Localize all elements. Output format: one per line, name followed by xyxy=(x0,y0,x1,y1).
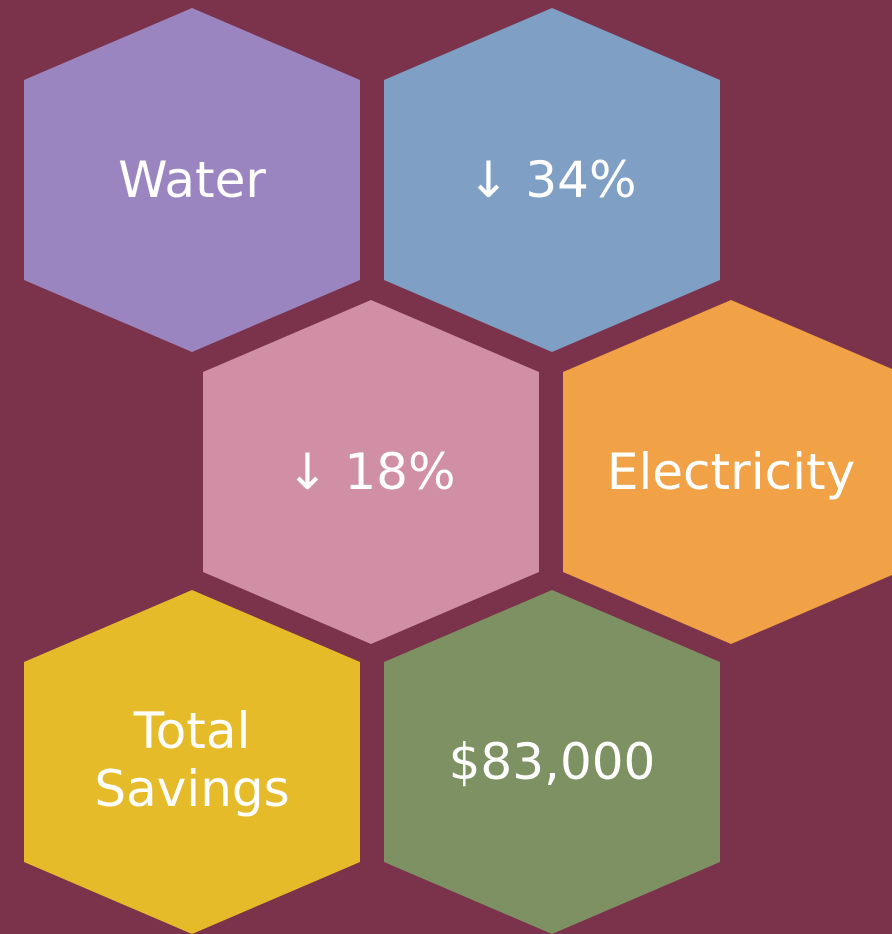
hexagon xyxy=(384,590,720,934)
hexagon-label: ↓ 18% xyxy=(286,443,456,501)
hexagon-label: Water xyxy=(118,151,266,209)
hexagon-label: $83,000 xyxy=(448,733,656,791)
hexagon-label: Electricity xyxy=(606,443,856,501)
hexagon xyxy=(203,300,539,644)
hexagon xyxy=(384,8,720,352)
hexagon xyxy=(24,590,360,934)
hexagon-label: Total Savings xyxy=(94,702,290,818)
hexagon xyxy=(563,300,892,644)
hexagon-label: ↓ 34% xyxy=(467,151,637,209)
hexagon xyxy=(24,8,360,352)
